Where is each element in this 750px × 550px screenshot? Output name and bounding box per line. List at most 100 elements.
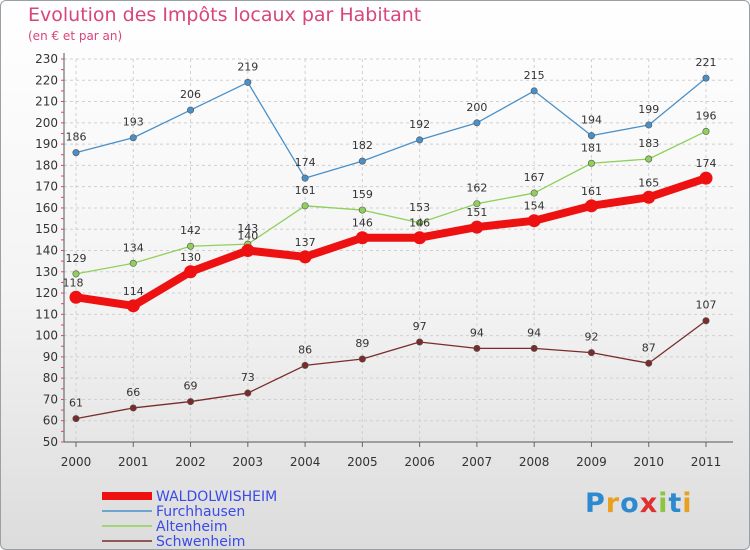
y-tick-label: 110 xyxy=(35,307,58,321)
legend-label: Altenheim xyxy=(156,519,227,535)
data-point-waldolwisheim xyxy=(298,250,312,264)
series-line-waldolwisheim xyxy=(72,174,710,310)
data-point-furchhausen xyxy=(244,78,252,86)
data-point-waldolwisheim xyxy=(584,199,598,213)
logo-letter: t xyxy=(668,488,683,519)
data-label-schwenheim: 73 xyxy=(241,371,255,384)
data-point-schwenheim xyxy=(587,349,595,357)
data-label-altenheim: 162 xyxy=(466,182,487,195)
data-label-furchhausen: 182 xyxy=(352,139,373,152)
logo-letter: x xyxy=(639,488,659,519)
data-point-waldolwisheim xyxy=(241,244,255,257)
data-point-altenheim xyxy=(72,270,80,278)
data-point-furchhausen xyxy=(645,121,653,129)
y-tick-label: 50 xyxy=(43,435,58,449)
x-tick-label: 2010 xyxy=(633,455,664,469)
data-label-altenheim: 129 xyxy=(66,252,87,265)
data-label-altenheim: 161 xyxy=(295,184,316,197)
x-tick-label: 2011 xyxy=(691,455,722,469)
data-label-schwenheim: 107 xyxy=(696,299,717,312)
data-label-furchhausen: 221 xyxy=(696,56,717,69)
data-label-waldolwisheim: 174 xyxy=(696,157,717,170)
data-point-waldolwisheim xyxy=(69,290,83,304)
data-label-schwenheim: 86 xyxy=(298,343,312,356)
data-label-waldolwisheim: 161 xyxy=(581,185,602,198)
x-tick-label: 2000 xyxy=(61,455,92,469)
data-point-schwenheim xyxy=(473,344,481,352)
logo-letter: o xyxy=(620,488,640,519)
data-point-schwenheim xyxy=(301,361,309,369)
y-tick-label: 230 xyxy=(35,52,58,66)
data-label-altenheim: 153 xyxy=(409,201,430,214)
x-tick-label: 2004 xyxy=(290,455,321,469)
y-tick-label: 150 xyxy=(35,222,58,236)
data-point-altenheim xyxy=(587,159,595,167)
y-tick-label: 120 xyxy=(35,286,58,300)
data-label-waldolwisheim: 146 xyxy=(409,217,430,230)
data-label-schwenheim: 94 xyxy=(470,326,484,339)
data-label-furchhausen: 199 xyxy=(638,103,659,116)
data-label-schwenheim: 87 xyxy=(642,341,656,354)
data-label-waldolwisheim: 118 xyxy=(63,276,84,289)
data-point-schwenheim xyxy=(358,355,366,363)
data-label-waldolwisheim: 154 xyxy=(524,200,545,213)
series-line-schwenheim xyxy=(75,320,707,420)
data-label-furchhausen: 200 xyxy=(466,101,487,114)
data-point-furchhausen xyxy=(358,157,366,165)
y-tick-label: 190 xyxy=(35,137,58,151)
series-line-altenheim xyxy=(75,130,707,275)
data-label-altenheim: 167 xyxy=(524,171,545,184)
data-label-altenheim: 159 xyxy=(352,188,373,201)
x-tick-label: 2003 xyxy=(233,455,264,469)
data-point-altenheim xyxy=(301,202,309,210)
x-tick-label: 2002 xyxy=(175,455,206,469)
series-line-furchhausen xyxy=(75,77,707,179)
data-label-furchhausen: 194 xyxy=(581,114,602,127)
data-label-schwenheim: 66 xyxy=(126,386,140,399)
data-point-furchhausen xyxy=(129,134,137,142)
y-tick-label: 130 xyxy=(35,265,58,279)
y-tick-label: 170 xyxy=(35,180,58,194)
data-label-waldolwisheim: 151 xyxy=(466,206,487,219)
data-point-altenheim xyxy=(645,155,653,163)
data-point-furchhausen xyxy=(702,74,710,82)
data-point-schwenheim xyxy=(187,398,195,406)
logo-letter: i xyxy=(658,488,669,519)
data-point-schwenheim xyxy=(72,415,80,423)
data-point-furchhausen xyxy=(530,87,538,95)
chart-subtitle: (en € et par an) xyxy=(28,29,123,43)
data-label-altenheim: 183 xyxy=(638,137,659,150)
data-label-waldolwisheim: 146 xyxy=(352,217,373,230)
data-label-altenheim: 196 xyxy=(696,109,717,122)
data-label-waldolwisheim: 114 xyxy=(123,285,144,298)
y-tick-label: 100 xyxy=(35,329,58,343)
data-label-altenheim: 143 xyxy=(237,222,258,235)
data-point-waldolwisheim xyxy=(184,265,198,279)
data-label-schwenheim: 92 xyxy=(584,331,598,344)
data-point-schwenheim xyxy=(416,338,424,346)
logo-letter: i xyxy=(682,488,693,519)
y-tick-label: 70 xyxy=(43,392,58,406)
data-point-furchhausen xyxy=(187,106,195,114)
data-label-furchhausen: 215 xyxy=(524,69,545,82)
data-label-altenheim: 142 xyxy=(180,224,201,237)
y-tick-label: 220 xyxy=(35,73,58,87)
data-point-furchhausen xyxy=(72,149,80,157)
x-tick-label: 2008 xyxy=(519,455,550,469)
chart-title: Evolution des Impôts locaux par Habitant xyxy=(28,4,422,26)
legend-label: Furchhausen xyxy=(156,504,245,520)
x-tick-label: 2006 xyxy=(404,455,435,469)
data-label-furchhausen: 174 xyxy=(295,156,316,169)
legend-label: Schwenheim xyxy=(156,534,245,549)
data-point-furchhausen xyxy=(416,136,424,144)
y-tick-label: 140 xyxy=(35,244,58,258)
legend-label: WALDOLWISHEIM xyxy=(156,489,277,505)
data-point-furchhausen xyxy=(473,119,481,127)
data-label-furchhausen: 193 xyxy=(123,116,144,129)
logo-letter: P xyxy=(585,488,606,519)
data-label-waldolwisheim: 165 xyxy=(638,176,659,189)
y-tick-label: 180 xyxy=(35,158,58,172)
data-point-waldolwisheim xyxy=(413,231,427,245)
data-label-furchhausen: 206 xyxy=(180,88,201,101)
